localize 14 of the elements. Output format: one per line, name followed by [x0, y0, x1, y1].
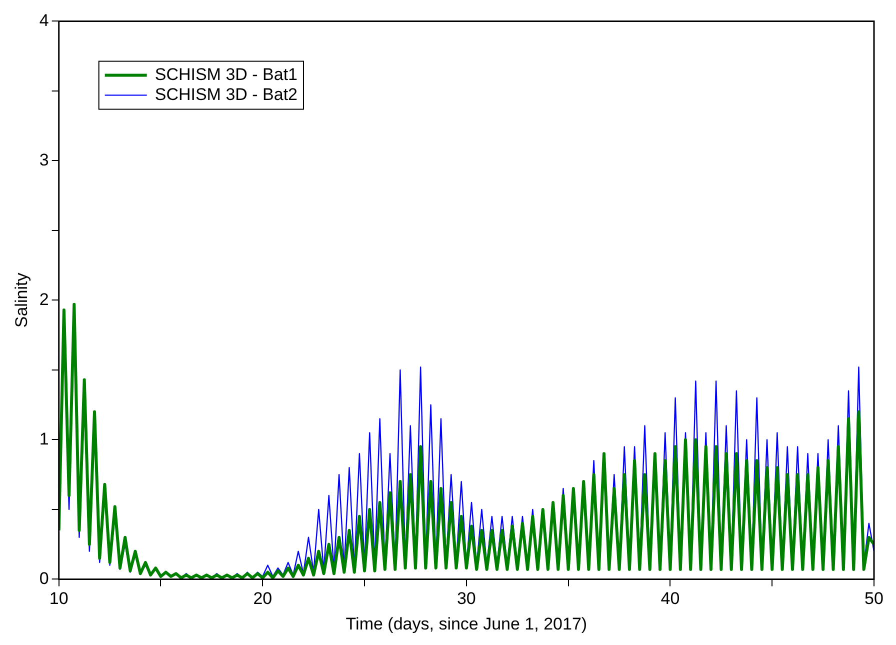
legend-label: SCHISM 3D - Bat1 — [154, 64, 298, 84]
y-tick-label: 1 — [39, 429, 49, 448]
y-tick-label: 4 — [39, 10, 49, 30]
x-tick-label: 40 — [660, 589, 680, 608]
y-axis-title: Salinity — [12, 272, 31, 328]
x-tick-label: 20 — [253, 589, 272, 608]
x-axis-title: Time (days, since June 1, 2017) — [346, 614, 588, 634]
legend-label: SCHISM 3D - Bat2 — [154, 84, 298, 104]
y-tick-label: 2 — [39, 290, 49, 309]
x-tick-label: 30 — [456, 589, 476, 608]
x-tick-label: 50 — [864, 589, 884, 608]
y-tick-label: 3 — [39, 150, 49, 170]
y-tick-label: 0 — [39, 568, 49, 588]
x-tick-label: 10 — [49, 589, 68, 608]
